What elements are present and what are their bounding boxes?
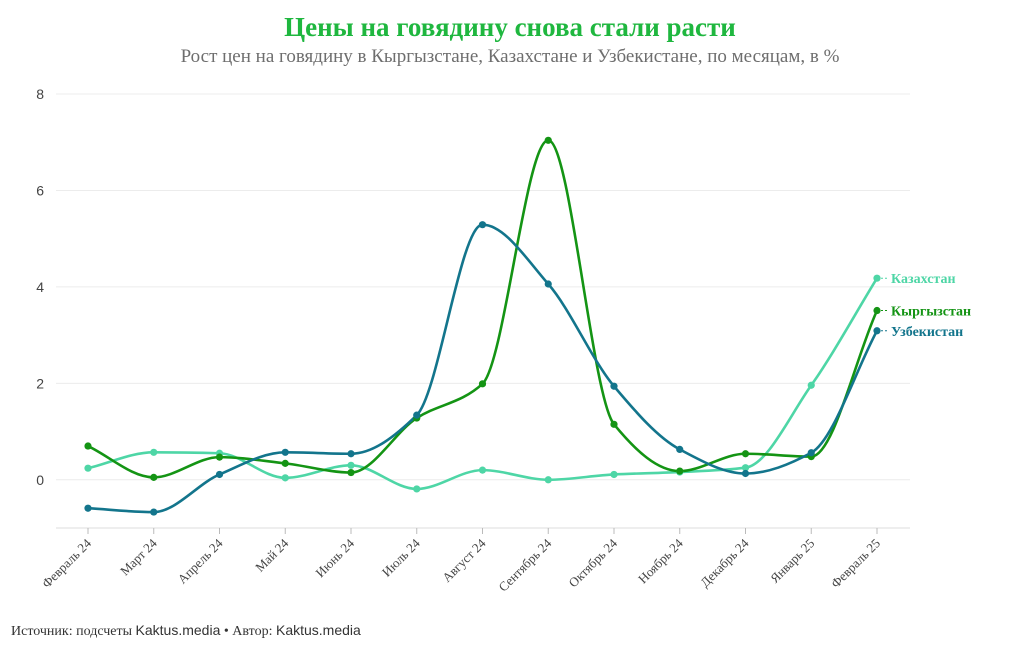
series-label-kazakhstan: Казахстан bbox=[891, 272, 956, 287]
data-point-kazakhstan bbox=[478, 466, 487, 474]
data-point-kazakhstan bbox=[873, 274, 881, 282]
data-point-uzbekistan bbox=[478, 221, 487, 229]
series-label-uzbekistan: Узбекистан bbox=[891, 325, 963, 340]
data-point-uzbekistan bbox=[676, 445, 684, 453]
x-tick-label: Июнь 24 bbox=[312, 535, 357, 580]
y-axis: 0 2 4 6 8 bbox=[36, 86, 44, 488]
y-tick-label: 2 bbox=[36, 375, 44, 391]
x-tick-label: Январь 25 bbox=[767, 536, 817, 586]
data-point-uzbekistan bbox=[150, 508, 158, 516]
data-point-kyrgyzstan bbox=[610, 420, 618, 428]
x-tick-label: Февраль 25 bbox=[828, 536, 883, 591]
data-point-kazakhstan bbox=[610, 470, 618, 479]
series-lines bbox=[86, 138, 879, 514]
series-points bbox=[84, 136, 881, 516]
data-point-uzbekistan bbox=[215, 470, 224, 479]
data-point-kyrgyzstan bbox=[347, 468, 355, 477]
source-label: Источник: подсчеты bbox=[11, 624, 136, 639]
x-tick-label: Октябрь 24 bbox=[565, 535, 620, 590]
data-point-kazakhstan bbox=[413, 485, 421, 493]
x-tick-label: Сентябрь 24 bbox=[495, 535, 554, 594]
x-tick-label: Март 24 bbox=[117, 535, 160, 578]
x-axis: Февраль 24 Март 24 Апрель 24 Май 24 Июнь 24 И… bbox=[39, 527, 910, 594]
data-point-kyrgyzstan bbox=[478, 380, 487, 388]
data-point-uzbekistan bbox=[741, 469, 750, 478]
data-point-kyrgyzstan bbox=[544, 136, 552, 144]
data-point-kazakhstan bbox=[544, 476, 552, 484]
data-point-kyrgyzstan bbox=[215, 453, 224, 461]
x-tick-label: Апрель 24 bbox=[175, 535, 226, 586]
source-footer: Источник: подсчеты Kaktus.media • Автор:… bbox=[11, 622, 361, 640]
series-label-kyrgyzstan: Кыргызстан bbox=[891, 305, 971, 320]
x-tick-label: Август 24 bbox=[439, 535, 489, 585]
data-point-kazakhstan bbox=[347, 461, 355, 469]
y-tick-label: 8 bbox=[36, 86, 44, 102]
x-tick-label: Февраль 24 bbox=[39, 535, 95, 591]
data-point-kazakhstan bbox=[150, 448, 158, 456]
x-tick-label: Июль 24 bbox=[379, 535, 424, 580]
source-value: Kaktus.media bbox=[135, 622, 221, 638]
data-point-kazakhstan bbox=[281, 474, 289, 482]
y-tick-label: 6 bbox=[36, 182, 44, 198]
data-point-kyrgyzstan bbox=[84, 442, 92, 450]
data-point-uzbekistan bbox=[347, 450, 355, 458]
gridlines bbox=[56, 93, 910, 481]
author-value: Kaktus.media bbox=[275, 622, 361, 638]
chart-title: Цены на говядину снова стали расти bbox=[284, 12, 736, 42]
data-point-kazakhstan bbox=[807, 381, 815, 389]
data-point-uzbekistan bbox=[544, 280, 552, 288]
data-point-uzbekistan bbox=[610, 382, 618, 390]
data-point-uzbekistan bbox=[873, 327, 881, 335]
data-point-kazakhstan bbox=[741, 464, 750, 472]
data-point-uzbekistan bbox=[413, 411, 421, 419]
x-tick-label: Ноябрь 24 bbox=[635, 535, 686, 586]
data-point-kyrgyzstan bbox=[676, 467, 684, 475]
chart-subtitle: Рост цен на говядину в Кыргызстане, Каза… bbox=[180, 46, 840, 67]
y-tick-label: 0 bbox=[36, 472, 44, 488]
y-tick-label: 4 bbox=[36, 279, 44, 295]
data-point-kyrgyzstan bbox=[873, 306, 881, 315]
series-end-labels: Казахстан Кыргызстан Узбекистан bbox=[881, 272, 971, 340]
data-point-uzbekistan bbox=[84, 504, 92, 512]
x-tick-label: Декабрь 24 bbox=[697, 535, 752, 590]
x-tick-label: Май 24 bbox=[252, 535, 292, 575]
data-point-kazakhstan bbox=[84, 464, 92, 472]
data-point-uzbekistan bbox=[807, 449, 815, 457]
data-point-kyrgyzstan bbox=[741, 450, 750, 458]
author-label: • Автор: bbox=[220, 624, 276, 639]
data-point-kyrgyzstan bbox=[281, 459, 289, 467]
data-point-kyrgyzstan bbox=[150, 473, 158, 481]
data-point-uzbekistan bbox=[281, 448, 289, 456]
